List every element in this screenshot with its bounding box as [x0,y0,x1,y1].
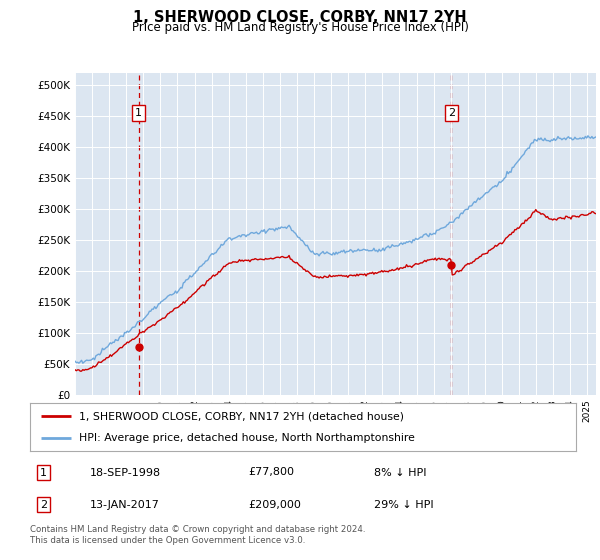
Text: Contains HM Land Registry data © Crown copyright and database right 2024.
This d: Contains HM Land Registry data © Crown c… [30,525,365,545]
Text: Price paid vs. HM Land Registry's House Price Index (HPI): Price paid vs. HM Land Registry's House … [131,21,469,34]
Text: £209,000: £209,000 [248,500,301,510]
Text: HPI: Average price, detached house, North Northamptonshire: HPI: Average price, detached house, Nort… [79,433,415,443]
Text: 2: 2 [448,108,455,118]
Text: 1, SHERWOOD CLOSE, CORBY, NN17 2YH (detached house): 1, SHERWOOD CLOSE, CORBY, NN17 2YH (deta… [79,411,404,421]
Text: 29% ↓ HPI: 29% ↓ HPI [374,500,434,510]
Text: 13-JAN-2017: 13-JAN-2017 [90,500,160,510]
Text: 8% ↓ HPI: 8% ↓ HPI [374,468,427,478]
Text: 2: 2 [40,500,47,510]
Text: 18-SEP-1998: 18-SEP-1998 [90,468,161,478]
Text: 1: 1 [40,468,47,478]
Text: £77,800: £77,800 [248,468,295,478]
Text: 1: 1 [135,108,142,118]
Text: 1, SHERWOOD CLOSE, CORBY, NN17 2YH: 1, SHERWOOD CLOSE, CORBY, NN17 2YH [133,10,467,25]
